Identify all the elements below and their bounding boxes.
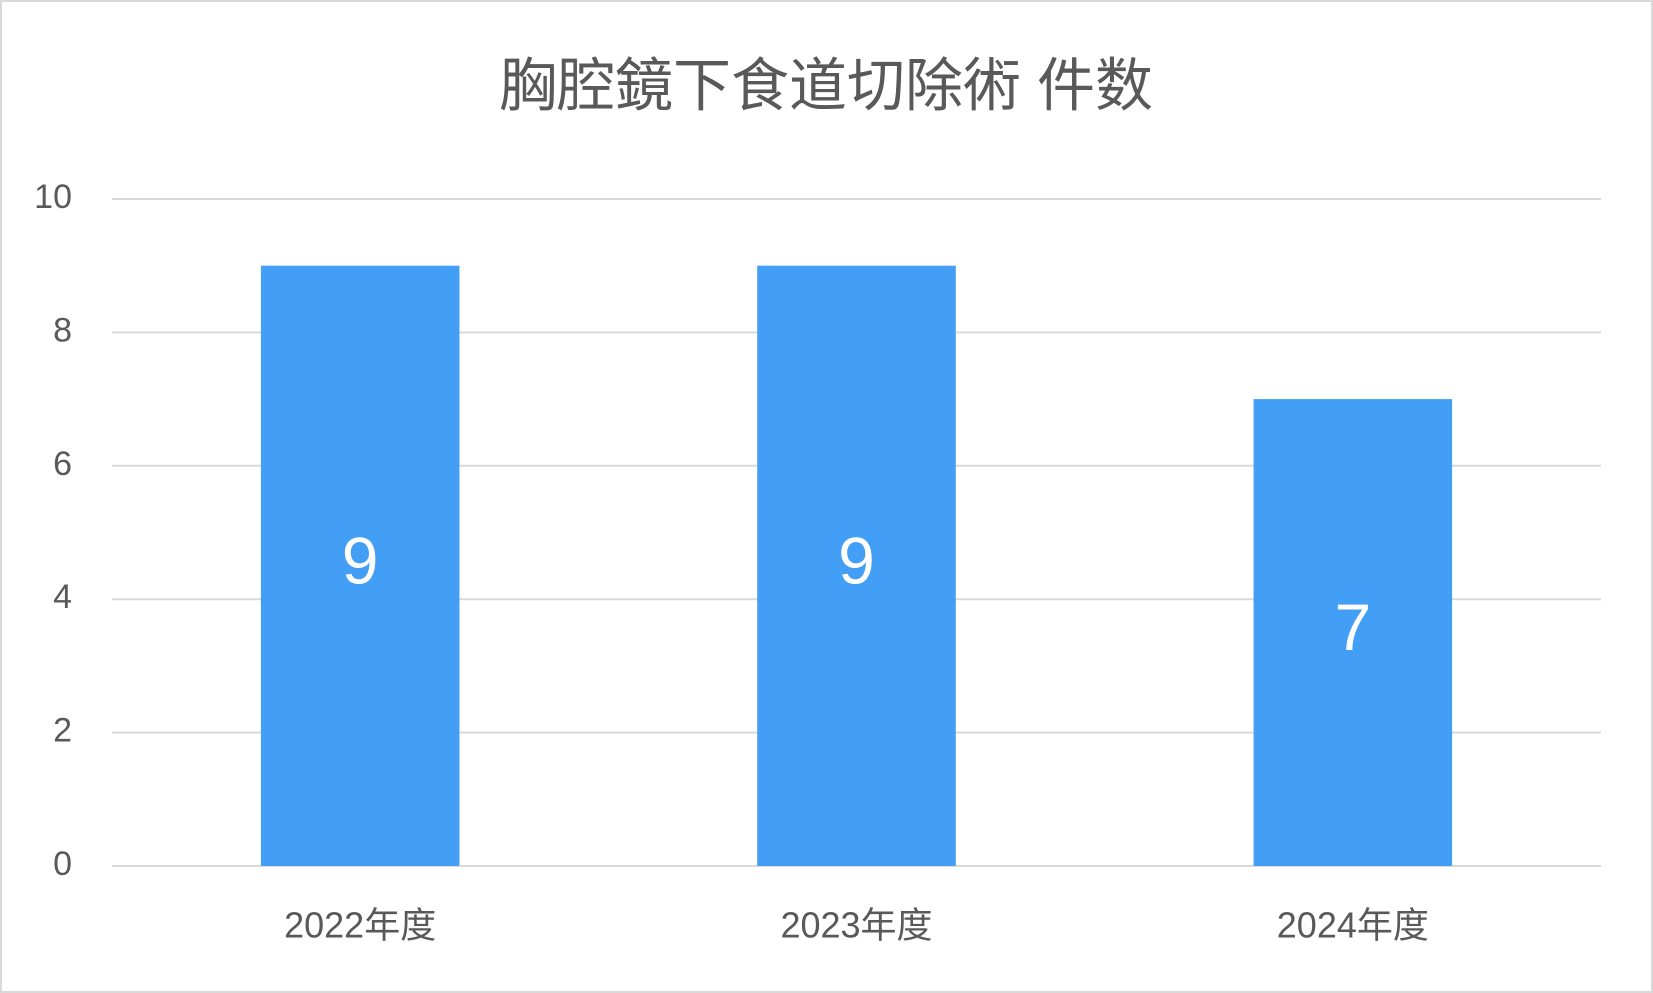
data-label: 9 (342, 523, 379, 597)
x-tick-label: 2023年度 (780, 905, 932, 946)
data-label: 7 (1334, 590, 1371, 664)
y-tick-label: 2 (53, 712, 72, 750)
y-tick-label: 10 (34, 178, 72, 216)
y-tick-label: 4 (53, 578, 72, 616)
data-label: 9 (838, 523, 875, 597)
chart-title: 胸腔鏡下食道切除術 件数 (499, 53, 1153, 118)
y-tick-label: 0 (53, 845, 72, 883)
x-tick-label: 2022年度 (284, 905, 436, 946)
bar (757, 265, 956, 866)
x-tick-label: 2024年度 (1277, 905, 1429, 946)
bar (1253, 399, 1453, 866)
y-tick-label: 6 (53, 445, 72, 483)
y-tick-label: 8 (53, 311, 72, 349)
bar (260, 265, 460, 866)
